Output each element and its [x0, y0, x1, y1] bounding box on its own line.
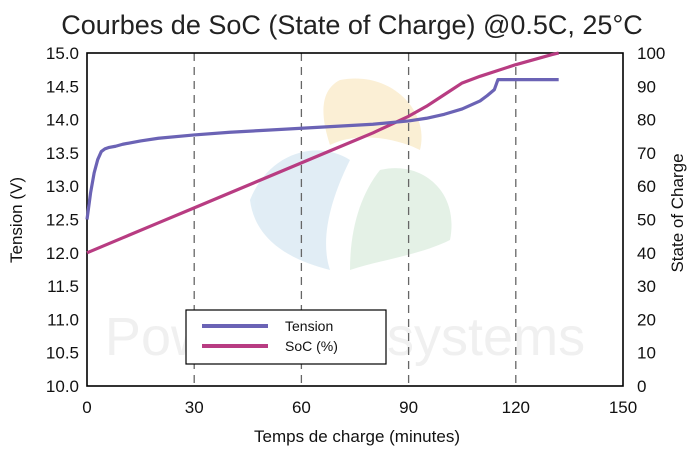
y-left-tick-label-13.5: 13.5 [46, 144, 79, 163]
y-left-tick-label-11.5: 11.5 [47, 277, 79, 296]
x-tick-label-120: 120 [502, 398, 530, 417]
x-tick-label-150: 150 [609, 398, 637, 417]
x-tick-label-90: 90 [399, 398, 418, 417]
y-left-tick-label-12.5: 12.5 [46, 211, 79, 230]
y-right-tick-label-100: 100 [637, 44, 665, 63]
y-left-tick-label-13.0: 13.0 [46, 177, 79, 196]
y-right-tick-label-60: 60 [637, 177, 656, 196]
y-right-tick-label-50: 50 [637, 211, 656, 230]
y-right-tick-label-70: 70 [637, 144, 656, 163]
x-axis-ticks: 0 30 60 90 120 150 [82, 398, 637, 417]
y-right-tick-label-10: 10 [637, 344, 656, 363]
chart-title: Courbes de SoC (State of Charge) @0.5C, … [61, 10, 643, 40]
x-tick-label-0: 0 [82, 398, 91, 417]
y-right-tick-label-80: 80 [637, 111, 656, 130]
legend-label-soc: SoC (%) [285, 338, 338, 354]
y-left-tick-label-14.0: 14.0 [46, 111, 79, 130]
series-line-tension [85, 78, 559, 220]
y-right-tick-label-0: 0 [637, 377, 646, 396]
legend-label-tension: Tension [285, 318, 333, 334]
y-left-tick-label-11.0: 11.0 [47, 310, 79, 329]
legend-box [185, 309, 387, 365]
x-axis-label: Temps de charge (minutes) [254, 427, 460, 446]
y-right-tick-label-90: 90 [637, 77, 656, 96]
series-line-soc [86, 51, 560, 255]
legend: Tension SoC (%) [185, 309, 387, 365]
y-left-tick-label-14.5: 14.5 [46, 77, 79, 96]
y-left-tick-label-12.0: 12.0 [46, 244, 79, 263]
y-right-tick-label-40: 40 [637, 244, 656, 263]
y-left-tick-label-10.0: 10.0 [46, 377, 79, 396]
y-right-axis-label: State of Charge [668, 153, 687, 272]
y-right-tick-label-20: 20 [637, 310, 656, 329]
y-left-axis-ticks: 10.0 10.5 11.0 11.5 12.0 12.5 13.0 13.5 14.0 14.5… [46, 44, 79, 396]
y-left-axis-label: Tension (V) [7, 177, 26, 263]
y-left-tick-label-10.5: 10.5 [46, 344, 79, 363]
x-tick-label-60: 60 [292, 398, 311, 417]
y-left-tick-label-15.0: 15.0 [46, 44, 79, 63]
x-tick-label-30: 30 [185, 398, 204, 417]
y-right-tick-label-30: 30 [637, 277, 656, 296]
y-right-axis-ticks: 0 10 20 30 40 50 60 70 80 90 100 [637, 44, 665, 396]
